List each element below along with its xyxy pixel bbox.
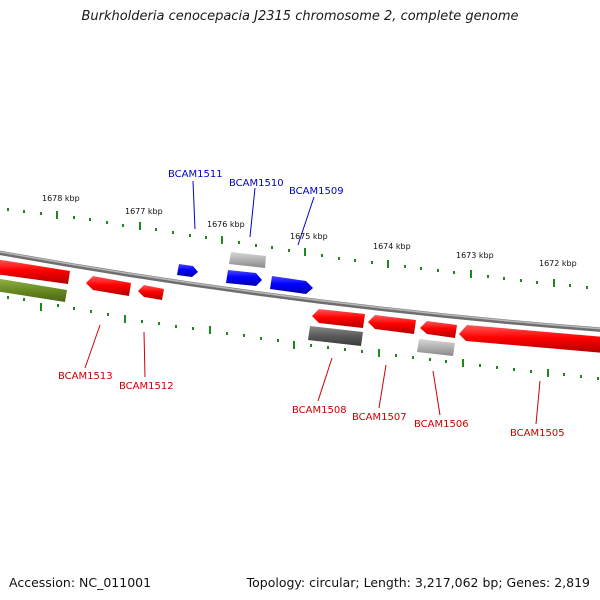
- gene-bcam1506-grey[interactable]: [417, 339, 455, 356]
- scale-label-1672kbp: 1672 kbp: [539, 259, 577, 268]
- rna-feature-green[interactable]: [0, 278, 67, 302]
- gene-label-bcam1505[interactable]: BCAM1505: [510, 428, 565, 439]
- gene-bcam1509[interactable]: [270, 276, 313, 294]
- gene-label-bcam1509[interactable]: BCAM1509: [289, 186, 344, 197]
- gene-bcam1513[interactable]: [86, 276, 131, 296]
- scale-label-1673kbp: 1673 kbp: [456, 251, 494, 260]
- reverse-gene-labels: BCAM1513 BCAM1512 BCAM1508 BCAM1507 BCAM…: [58, 371, 565, 439]
- gene-label-bcam1512[interactable]: BCAM1512: [119, 381, 174, 392]
- scale-label-1674kbp: 1674 kbp: [373, 242, 411, 251]
- gene-bcam1507[interactable]: [368, 315, 416, 334]
- reverse-strand-genes: [0, 259, 600, 356]
- gene-bcam1508[interactable]: [312, 309, 365, 328]
- gene-bcam1508-dark[interactable]: [308, 326, 363, 346]
- gene-left-partial-red[interactable]: [0, 259, 70, 284]
- scale-label-1678kbp: 1678 kbp: [42, 194, 80, 203]
- gene-bcam1510[interactable]: [226, 270, 262, 286]
- gene-bcam1511[interactable]: [177, 264, 198, 277]
- gene-label-bcam1513[interactable]: BCAM1513: [58, 371, 113, 382]
- forward-label-leaders: [192, 180, 315, 246]
- scale-label-1676kbp: 1676 kbp: [207, 220, 245, 229]
- gene-bcam1505[interactable]: [459, 325, 600, 353]
- gene-label-bcam1506[interactable]: BCAM1506: [414, 419, 469, 430]
- gene-label-bcam1511[interactable]: BCAM1511: [168, 169, 223, 180]
- forward-scale-ticks: [7, 208, 588, 289]
- genome-summary-text: Topology: circular; Length: 3,217,062 bp…: [246, 575, 590, 590]
- gene-label-bcam1507[interactable]: BCAM1507: [352, 412, 407, 423]
- gene-bcam1510-grey[interactable]: [229, 252, 266, 268]
- scale-label-1677kbp: 1677 kbp: [125, 207, 163, 216]
- gene-label-bcam1508[interactable]: BCAM1508: [292, 405, 347, 416]
- chromosome-backbone: [0, 250, 600, 332]
- reverse-label-leaders: [84, 324, 541, 425]
- forward-strand-genes: [177, 252, 313, 294]
- scale-label-1675kbp: 1675 kbp: [290, 232, 328, 241]
- forward-gene-labels: BCAM1511 BCAM1510 BCAM1509: [168, 169, 344, 197]
- accession-text: Accession: NC_011001: [9, 575, 152, 590]
- gene-bcam1506[interactable]: [420, 321, 457, 338]
- map-title: Burkholderia cenocepacia J2315 chromosom…: [81, 9, 519, 24]
- gene-label-bcam1510[interactable]: BCAM1510: [229, 178, 284, 189]
- reverse-scale-ticks: [7, 296, 599, 380]
- gene-bcam1512[interactable]: [138, 285, 164, 300]
- scale-labels: 1678 kbp 1677 kbp 1676 kbp 1675 kbp 1674…: [42, 194, 577, 268]
